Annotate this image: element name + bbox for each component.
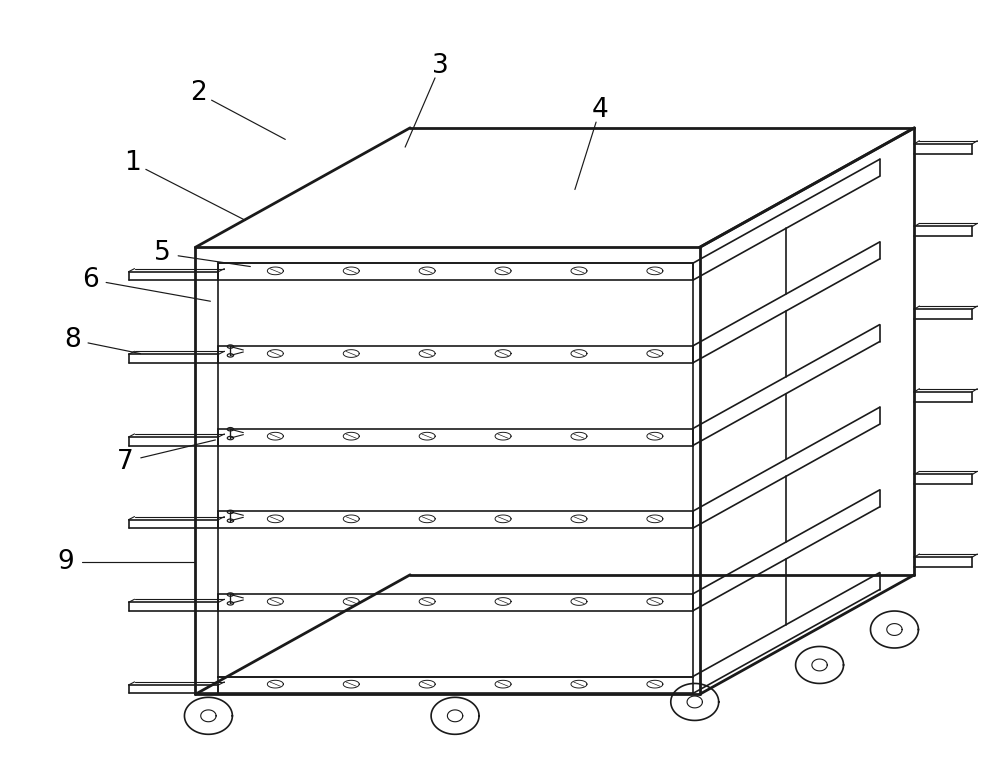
Text: 4: 4 — [591, 97, 608, 123]
Text: 9: 9 — [57, 549, 74, 574]
Text: 7: 7 — [117, 449, 134, 475]
Text: 5: 5 — [154, 240, 171, 266]
Text: 2: 2 — [190, 80, 207, 107]
Text: 6: 6 — [82, 266, 99, 293]
Text: 8: 8 — [64, 327, 81, 353]
Text: 1: 1 — [124, 150, 141, 175]
Text: 3: 3 — [432, 53, 448, 80]
